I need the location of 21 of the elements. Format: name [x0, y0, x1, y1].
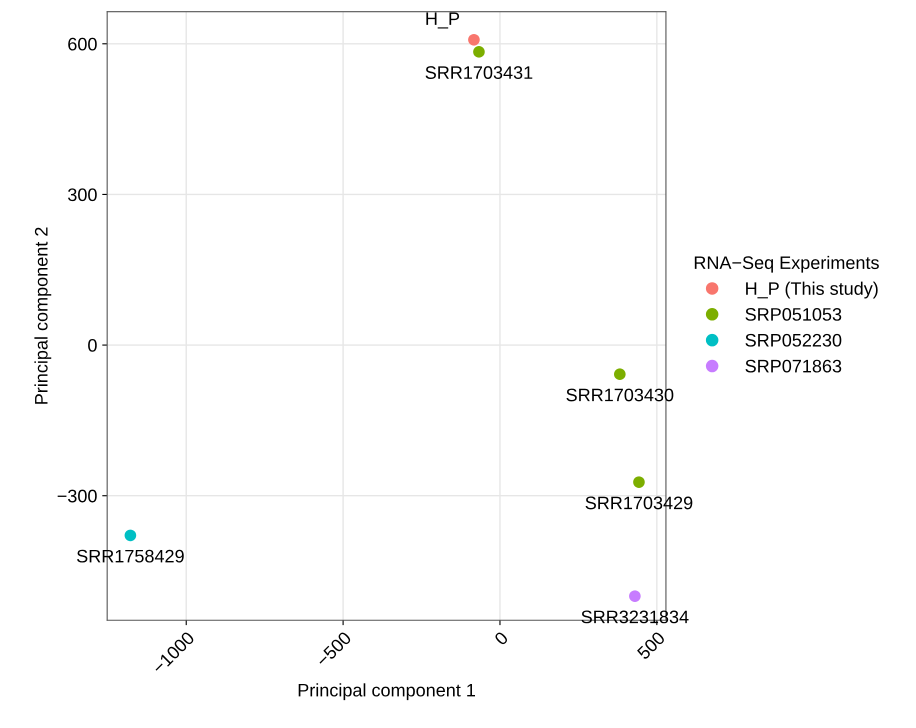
- legend-label: H_P (This study): [746, 282, 878, 299]
- legend-label: SRP071863: [745, 360, 842, 373]
- legend-title: RNA−Seq Experiments: [694, 256, 879, 273]
- point: [473, 46, 485, 58]
- legend-label: SRP051053: [745, 308, 842, 321]
- y-axis-title: Principal component 2: [34, 228, 52, 404]
- point: [629, 590, 641, 602]
- x-tick-label: 0: [494, 630, 509, 646]
- point: [468, 34, 480, 46]
- annotation: H_P: [426, 12, 460, 28]
- x-axis-title: Principal component 1: [298, 683, 475, 700]
- point: [614, 368, 626, 380]
- y-tick-label: 0: [88, 339, 97, 352]
- y-tick-label: 600: [68, 38, 97, 51]
- legend-label: SRP052230: [745, 334, 842, 347]
- x-tick-label: 500: [636, 630, 666, 660]
- point: [633, 476, 645, 488]
- annotation: SRR1703431: [426, 66, 532, 79]
- y-tick-label: 300: [68, 188, 97, 202]
- point: [124, 530, 136, 542]
- y-tick-label: −300: [58, 490, 97, 502]
